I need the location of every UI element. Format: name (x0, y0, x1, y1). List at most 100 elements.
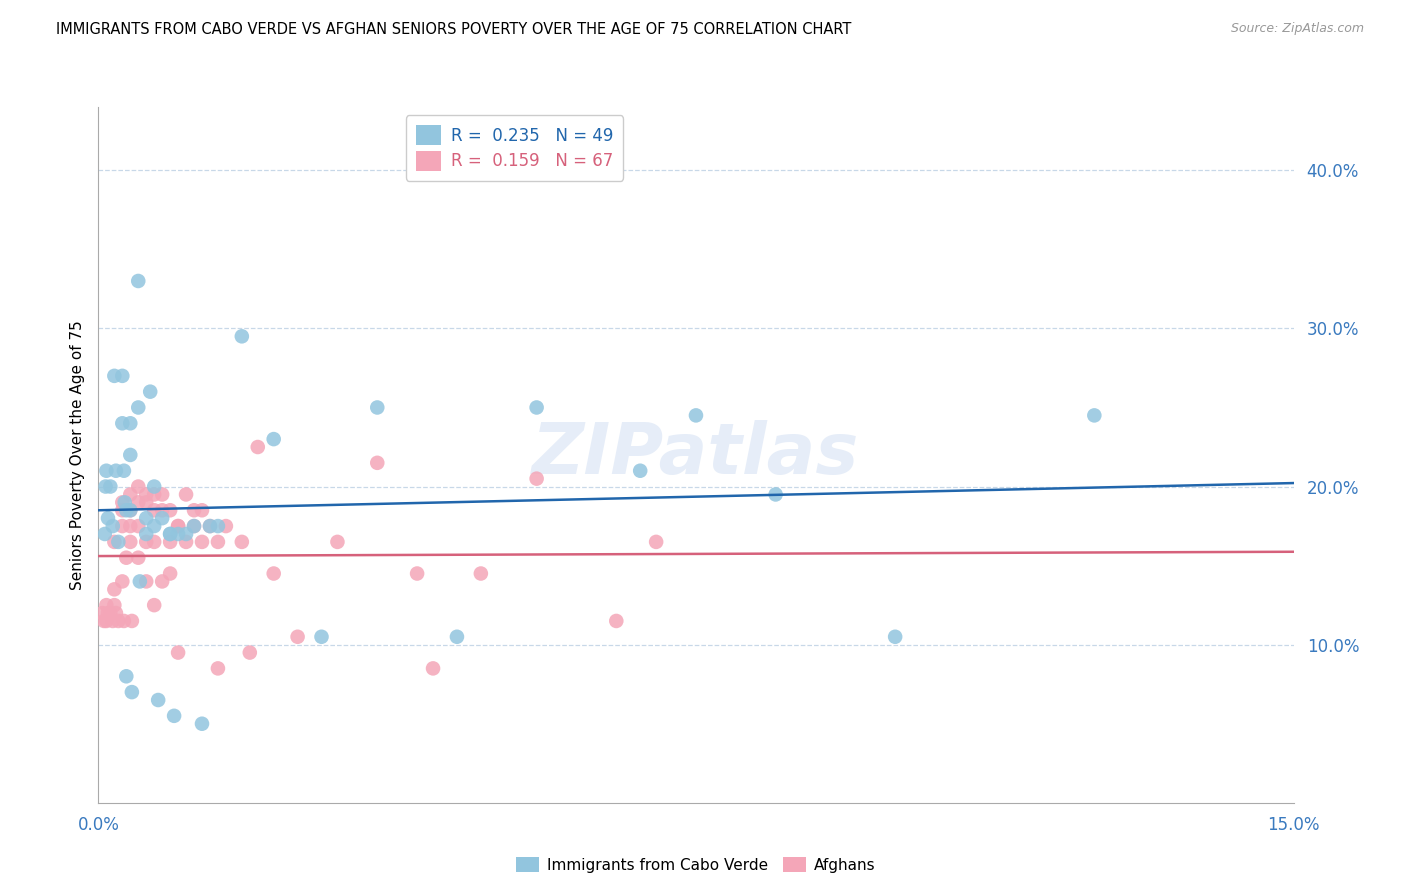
Y-axis label: Seniors Poverty Over the Age of 75: Seniors Poverty Over the Age of 75 (69, 320, 84, 590)
Point (470, 566, 492, 581)
Point (191, 534, 214, 549)
Point (366, 401, 388, 415)
Point (101, 519, 124, 533)
Point (167, 527, 190, 541)
Point (685, 409, 707, 423)
Point (127, 550, 149, 565)
Point (127, 519, 149, 533)
Text: ZIPatlas: ZIPatlas (533, 420, 859, 490)
Point (103, 598, 125, 612)
Point (127, 479, 149, 493)
Point (526, 401, 548, 415)
Point (96, 464, 118, 478)
Point (150, 487, 173, 501)
Point (115, 669, 138, 683)
Point (103, 368, 125, 383)
Point (645, 534, 668, 549)
Point (139, 384, 162, 399)
Point (167, 519, 190, 533)
Point (127, 274, 149, 288)
Point (97, 511, 120, 525)
Point (103, 582, 125, 597)
Point (112, 464, 135, 478)
Text: Source: ZipAtlas.com: Source: ZipAtlas.com (1230, 22, 1364, 36)
Point (143, 487, 166, 501)
Point (127, 495, 149, 509)
Point (111, 417, 134, 431)
Point (198, 519, 221, 533)
Point (159, 566, 181, 581)
Point (263, 432, 285, 446)
Point (174, 534, 197, 549)
Point (101, 614, 124, 628)
Point (135, 511, 157, 525)
Point (107, 614, 129, 628)
Point (143, 479, 166, 493)
Point (114, 495, 136, 509)
Point (159, 527, 181, 541)
Point (263, 566, 285, 581)
Point (191, 503, 214, 517)
Point (191, 716, 214, 731)
Point (135, 574, 157, 589)
Point (150, 503, 173, 517)
Point (111, 503, 134, 517)
Point (287, 630, 309, 644)
Point (159, 534, 181, 549)
Point (115, 550, 138, 565)
Point (406, 566, 429, 581)
Point (111, 574, 134, 589)
Point (207, 534, 229, 549)
Point (94, 479, 117, 493)
Point (207, 519, 229, 533)
Point (98, 606, 122, 620)
Point (765, 487, 787, 501)
Point (231, 534, 253, 549)
Point (115, 503, 138, 517)
Point (163, 708, 186, 723)
Point (231, 329, 253, 343)
Point (326, 534, 349, 549)
Point (311, 630, 333, 644)
Point (120, 417, 142, 431)
Point (103, 534, 125, 549)
Point (215, 519, 238, 533)
Point (446, 630, 468, 644)
Point (239, 646, 262, 660)
Point (198, 519, 221, 533)
Point (422, 661, 444, 675)
Point (159, 527, 181, 541)
Point (128, 574, 150, 589)
Point (111, 368, 134, 383)
Point (120, 487, 142, 501)
Point (884, 630, 907, 644)
Point (183, 519, 205, 533)
Point (98, 479, 122, 493)
Point (112, 614, 135, 628)
Legend: Immigrants from Cabo Verde, Afghans: Immigrants from Cabo Verde, Afghans (510, 850, 882, 879)
Point (135, 534, 157, 549)
Point (143, 503, 166, 517)
Point (150, 511, 173, 525)
Point (120, 534, 142, 549)
Text: IMMIGRANTS FROM CABO VERDE VS AFGHAN SENIORS POVERTY OVER THE AGE OF 75 CORRELAT: IMMIGRANTS FROM CABO VERDE VS AFGHAN SEN… (56, 22, 852, 37)
Point (183, 519, 205, 533)
Point (107, 534, 129, 549)
Point (159, 503, 181, 517)
Point (148, 693, 170, 707)
Point (143, 519, 166, 533)
Point (96, 598, 118, 612)
Point (135, 527, 157, 541)
Point (628, 464, 651, 478)
Point (104, 464, 127, 478)
Point (526, 472, 548, 486)
Point (111, 519, 134, 533)
Point (94, 527, 117, 541)
Point (366, 456, 388, 470)
Point (207, 661, 229, 675)
Point (135, 487, 157, 501)
Point (174, 527, 197, 541)
Point (104, 606, 127, 620)
Point (246, 440, 269, 454)
Point (120, 503, 142, 517)
